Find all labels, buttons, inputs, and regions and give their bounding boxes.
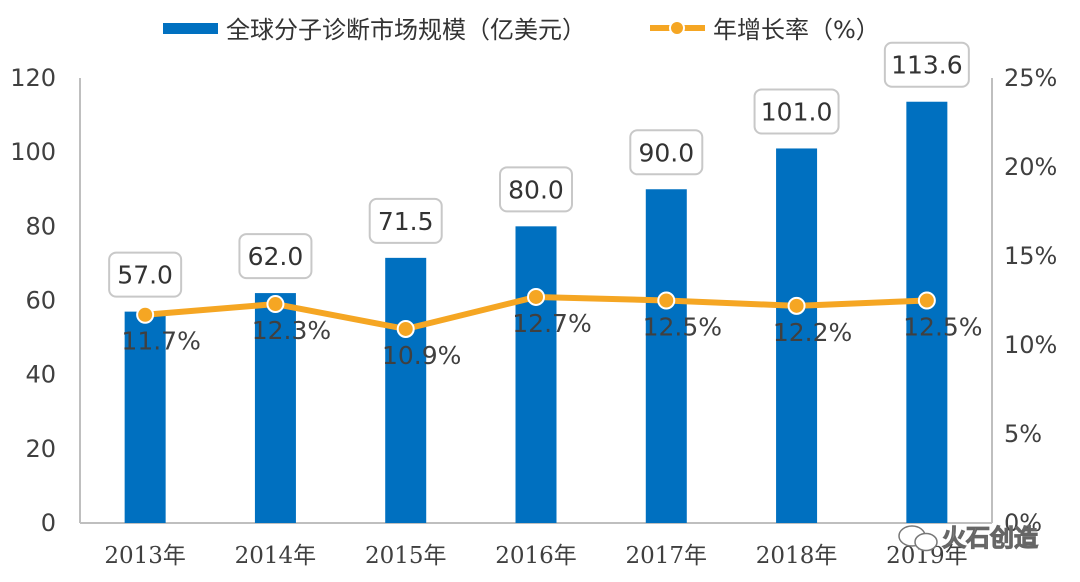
- y-left-tick-label: 120: [10, 64, 56, 92]
- y-right-tick-label: 10%: [1004, 331, 1057, 359]
- line-point: [657, 291, 676, 310]
- x-tick-label: 2015年: [365, 543, 447, 569]
- x-tick-label: 2018年: [756, 543, 838, 569]
- line-value-label: 12.2%: [773, 318, 852, 347]
- bar-label-box: [108, 251, 183, 298]
- bar-label-box: [753, 88, 840, 135]
- line-point: [266, 295, 285, 314]
- bar-value-label: 57.0: [117, 261, 173, 290]
- bar-value-label: 101.0: [761, 97, 833, 126]
- line-value-label: 11.7%: [121, 327, 200, 356]
- y-right-tick-label: 5%: [1004, 420, 1042, 448]
- y-right-tick-label: 0%: [1004, 509, 1042, 537]
- x-tick-label: 2013年: [104, 543, 186, 569]
- legend: 全球分子诊断市场规模（亿美元） 年增长率（%）: [163, 16, 880, 44]
- y-right-tick-label: 25%: [1004, 64, 1057, 92]
- bar: [645, 189, 687, 523]
- y-right-tick-label: 15%: [1004, 242, 1057, 270]
- wechat-icon: [898, 525, 938, 552]
- y-axis-left-ticks: 0 20 40 60 80 100 120: [10, 64, 56, 537]
- x-tick-label: 2017年: [626, 543, 708, 569]
- line-value-label: 12.5%: [903, 313, 982, 342]
- y-left-tick-label: 60: [25, 287, 56, 315]
- bar-value-label: 80.0: [508, 175, 564, 204]
- y-left-tick-label: 100: [10, 138, 56, 166]
- bar-value-label: 113.6: [891, 51, 963, 80]
- x-tick-label: 2014年: [235, 543, 317, 569]
- watermark: 火石创造: [898, 524, 1039, 553]
- bar-label-box: [629, 129, 704, 176]
- legend-swatch-marker: [669, 20, 685, 36]
- y-left-tick-label: 40: [25, 361, 56, 389]
- line-value-label: 12.7%: [512, 309, 591, 338]
- line-point: [396, 319, 415, 338]
- y-right-tick-label: 20%: [1004, 153, 1057, 181]
- bar-series: [124, 101, 948, 524]
- bar-value-label: 71.5: [378, 207, 434, 236]
- bar-value-labels: 57.0 62.0 71.5 80.0 90.0 101.0 113.6: [108, 41, 970, 298]
- bar-value-label: 62.0: [248, 242, 304, 271]
- bar: [254, 293, 296, 523]
- bar: [515, 226, 557, 524]
- x-tick-label: 2016年: [495, 543, 577, 569]
- line-value-label: 12.3%: [252, 316, 331, 345]
- bar: [906, 101, 948, 523]
- x-axis-ticks: 2013年 2014年 2015年 2016年 2017年 2018年 2019年: [104, 543, 967, 569]
- line-value-label: 12.5%: [643, 313, 722, 342]
- legend-label-market-size: 全球分子诊断市场规模（亿美元）: [226, 16, 586, 44]
- legend-label-growth-rate: 年增长率（%）: [713, 16, 880, 44]
- bar-value-label: 90.0: [638, 138, 694, 167]
- y-left-tick-label: 80: [25, 212, 56, 240]
- line-value-labels: 11.7% 12.3% 10.9% 12.7% 12.5% 12.2% 12.5%: [121, 309, 982, 370]
- y-axis-right-ticks: 0% 5% 10% 15% 20% 25%: [1004, 64, 1057, 537]
- y-left-tick-label: 0: [41, 509, 56, 537]
- y-left-tick-label: 20: [25, 435, 56, 463]
- line-point: [527, 287, 545, 306]
- bar-label-box: [499, 166, 573, 213]
- line-point: [917, 291, 936, 310]
- bar-label-box: [368, 197, 443, 244]
- watermark-text: 火石创造: [942, 524, 1038, 552]
- line-series: [136, 287, 936, 338]
- bar: [385, 257, 427, 523]
- line-value-label: 10.9%: [382, 341, 461, 370]
- legend-swatch-bar: [163, 23, 218, 34]
- bar-label-box: [883, 41, 970, 88]
- line-point: [787, 296, 806, 315]
- bar-label-box: [238, 233, 313, 280]
- line-point: [136, 305, 155, 324]
- bar: [124, 311, 166, 523]
- bar: [776, 148, 818, 524]
